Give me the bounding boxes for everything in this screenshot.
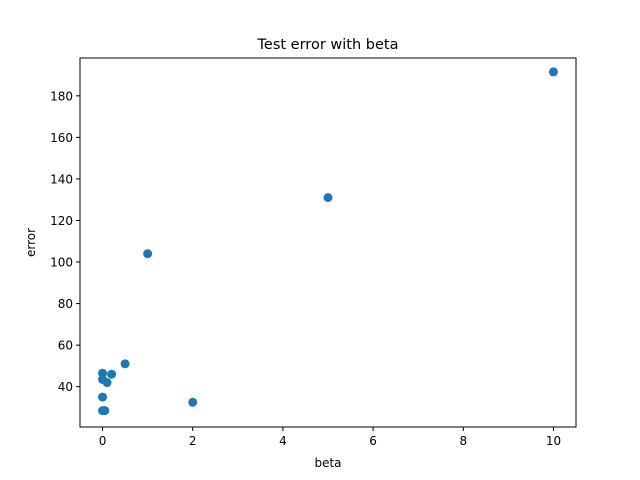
y-tick-label-2: 80 xyxy=(58,297,73,311)
x-tick-label-0: 0 xyxy=(99,434,107,448)
x-axis-label: beta xyxy=(314,456,341,470)
data-point-9 xyxy=(188,397,198,407)
y-tick-label-1: 60 xyxy=(58,339,73,353)
data-point-2 xyxy=(98,392,108,402)
y-axis-label: error xyxy=(24,228,38,257)
x-tick-label-5: 10 xyxy=(546,434,561,448)
y-tick-label-7: 180 xyxy=(50,89,73,103)
axis-ticks: 0 2 4 6 8 10 40 60 80 100 120 140 160 180 xyxy=(50,89,561,448)
y-tick-label-4: 120 xyxy=(50,214,73,228)
y-tick-label-3: 100 xyxy=(50,256,73,270)
data-point-11 xyxy=(548,67,558,77)
x-tick-label-3: 6 xyxy=(369,434,377,448)
data-point-0 xyxy=(98,368,108,378)
data-point-8 xyxy=(143,249,153,259)
data-point-6 xyxy=(107,369,117,379)
y-tick-label-6: 160 xyxy=(50,131,73,145)
x-tick-label-2: 4 xyxy=(279,434,287,448)
x-tick-label-1: 2 xyxy=(189,434,197,448)
data-points xyxy=(98,67,558,416)
y-tick-label-0: 40 xyxy=(58,380,73,394)
data-point-10 xyxy=(323,193,333,203)
data-point-5 xyxy=(102,378,112,388)
plot-frame xyxy=(79,57,577,428)
data-point-4 xyxy=(100,406,110,416)
y-tick-label-5: 140 xyxy=(50,172,73,186)
x-tick-label-4: 8 xyxy=(459,434,467,448)
chart-title: Test error with beta xyxy=(257,37,399,53)
data-point-7 xyxy=(120,359,130,369)
